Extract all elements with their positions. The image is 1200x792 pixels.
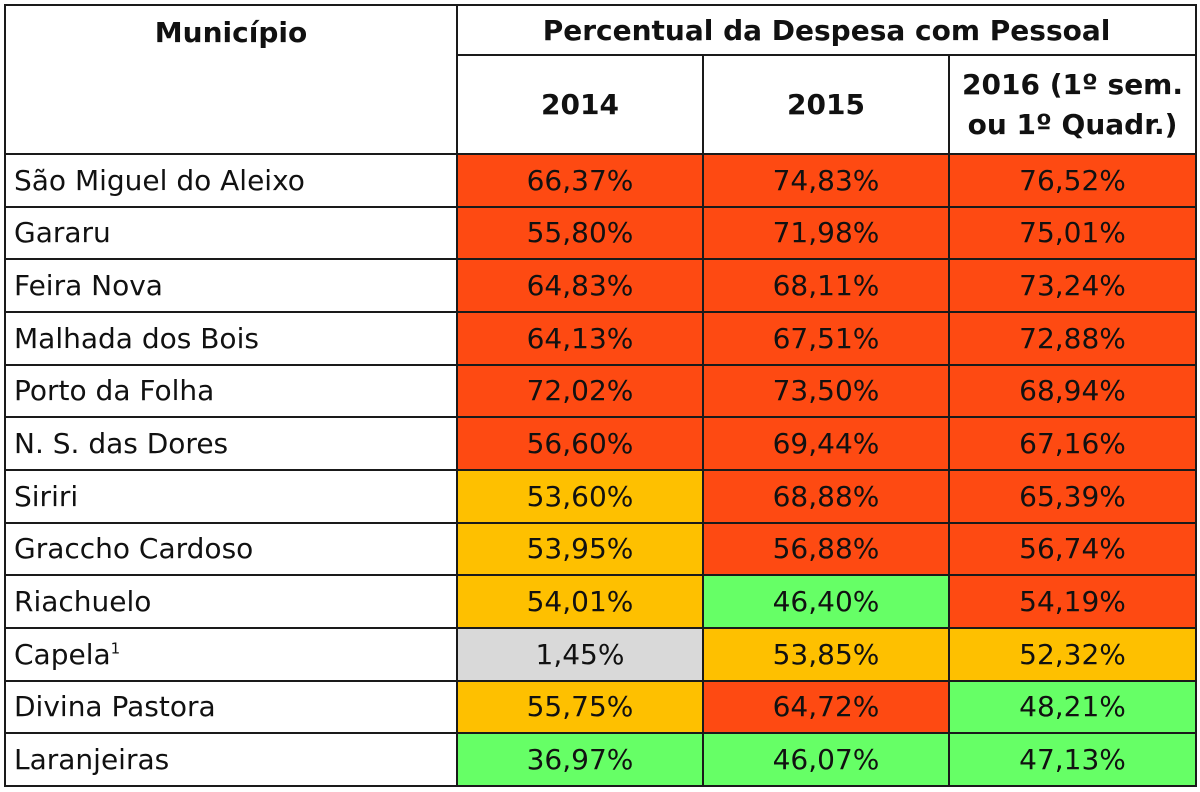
header-group-title: Percentual da Despesa com Pessoal — [455, 4, 1198, 56]
value-cell-2016: 52,32% — [947, 626, 1198, 682]
value-cell-2015: 56,88% — [702, 521, 950, 577]
value-cell-2015: 46,07% — [702, 732, 950, 787]
municipio-cell: Laranjeiras — [4, 732, 458, 787]
footnote-marker: 1 — [110, 639, 121, 658]
municipio-name: Gararu — [14, 216, 111, 250]
table-row: Porto da Folha 72,02% 73,50% 68,94% — [4, 363, 1198, 419]
value-cell-2014: 36,97% — [456, 732, 704, 787]
value-cell-2015: 46,40% — [702, 574, 950, 629]
value-cell-2014: 66,37% — [456, 153, 704, 208]
table-row: Gararu 55,80% 71,98% 75,01% — [4, 205, 1198, 261]
municipio-name: São Miguel do Aleixo — [14, 163, 305, 197]
municipio-cell: Riachuelo — [4, 574, 458, 629]
value-cell-2015: 68,11% — [702, 258, 950, 313]
value-cell-2016: 48,21% — [947, 679, 1198, 735]
municipio-name: Siriri — [14, 479, 79, 513]
value-cell-2016: 73,24% — [947, 258, 1198, 313]
value-cell-2015: 53,85% — [702, 626, 950, 682]
table-row: Capela1 1,45% 53,85% 52,32% — [4, 626, 1198, 682]
municipio-cell: Capela1 — [4, 626, 458, 682]
municipio-name: Laranjeiras — [14, 743, 170, 777]
value-cell-2014: 53,95% — [456, 521, 704, 577]
municipio-cell: Porto da Folha — [4, 363, 458, 419]
header-year-2015: 2015 — [702, 54, 950, 155]
value-cell-2016: 72,88% — [947, 310, 1198, 366]
municipio-cell: Malhada dos Bois — [4, 310, 458, 366]
table-row: Malhada dos Bois 64,13% 67,51% 72,88% — [4, 310, 1198, 366]
municipio-cell: N. S. das Dores — [4, 416, 458, 471]
municipio-name: Porto da Folha — [14, 374, 215, 408]
despesa-pessoal-table: Município Percentual da Despesa com Pess… — [4, 4, 1198, 787]
value-cell-2014: 53,60% — [456, 468, 704, 524]
value-cell-2014: 72,02% — [456, 363, 704, 419]
value-cell-2016: 76,52% — [947, 153, 1198, 208]
header-year-2016-line1: 2016 (1º sem. — [962, 67, 1183, 101]
value-cell-2014: 64,13% — [456, 310, 704, 366]
municipio-cell: São Miguel do Aleixo — [4, 153, 458, 208]
municipio-name: Feira Nova — [14, 269, 163, 303]
table-row: Graccho Cardoso 53,95% 56,88% 56,74% — [4, 521, 1198, 577]
municipio-name: Graccho Cardoso — [14, 532, 254, 566]
table-row: N. S. das Dores 56,60% 69,44% 67,16% — [4, 416, 1198, 471]
table-row: São Miguel do Aleixo 66,37% 74,83% 76,52% — [4, 153, 1198, 208]
value-cell-2014: 56,60% — [456, 416, 704, 471]
table-row: Feira Nova 64,83% 68,11% 73,24% — [4, 258, 1198, 313]
value-cell-2015: 69,44% — [702, 416, 950, 471]
value-cell-2016: 47,13% — [947, 732, 1198, 787]
value-cell-2016: 65,39% — [947, 468, 1198, 524]
table-row: Riachuelo 54,01% 46,40% 54,19% — [4, 574, 1198, 629]
value-cell-2016: 56,74% — [947, 521, 1198, 577]
municipio-name: Divina Pastora — [14, 690, 216, 724]
value-cell-2014: 55,75% — [456, 679, 704, 735]
value-cell-2015: 68,88% — [702, 468, 950, 524]
municipio-name: N. S. das Dores — [14, 427, 229, 461]
municipio-cell: Siriri — [4, 468, 458, 524]
municipio-cell: Gararu — [4, 205, 458, 261]
table-row: Laranjeiras 36,97% 46,07% 47,13% — [4, 732, 1198, 787]
value-cell-2016: 67,16% — [947, 416, 1198, 471]
municipio-name: Riachuelo — [14, 585, 152, 619]
value-cell-2014: 54,01% — [456, 574, 704, 629]
municipio-cell: Feira Nova — [4, 258, 458, 313]
municipio-cell: Divina Pastora — [4, 679, 458, 735]
value-cell-2015: 67,51% — [702, 310, 950, 366]
municipio-name: Capela — [14, 637, 111, 671]
municipio-name: Malhada dos Bois — [14, 321, 259, 355]
header-municipio: Município — [4, 4, 458, 155]
value-cell-2015: 73,50% — [702, 363, 950, 419]
value-cell-2015: 74,83% — [702, 153, 950, 208]
value-cell-2014: 64,83% — [456, 258, 704, 313]
value-cell-2016: 54,19% — [947, 574, 1198, 629]
value-cell-2014: 1,45% — [456, 626, 704, 682]
value-cell-2016: 68,94% — [947, 363, 1198, 419]
value-cell-2014: 55,80% — [456, 205, 704, 261]
value-cell-2015: 64,72% — [702, 679, 950, 735]
value-cell-2016: 75,01% — [947, 205, 1198, 261]
value-cell-2015: 71,98% — [702, 205, 950, 261]
table-row: Siriri 53,60% 68,88% 65,39% — [4, 468, 1198, 524]
municipio-cell: Graccho Cardoso — [4, 521, 458, 577]
header-year-2014: 2014 — [456, 54, 704, 155]
header-year-2016-line2: ou 1º Quadr.) — [967, 107, 1178, 141]
table-row: Divina Pastora 55,75% 64,72% 48,21% — [4, 679, 1198, 735]
header-year-2016: 2016 (1º sem. ou 1º Quadr.) — [947, 54, 1198, 155]
